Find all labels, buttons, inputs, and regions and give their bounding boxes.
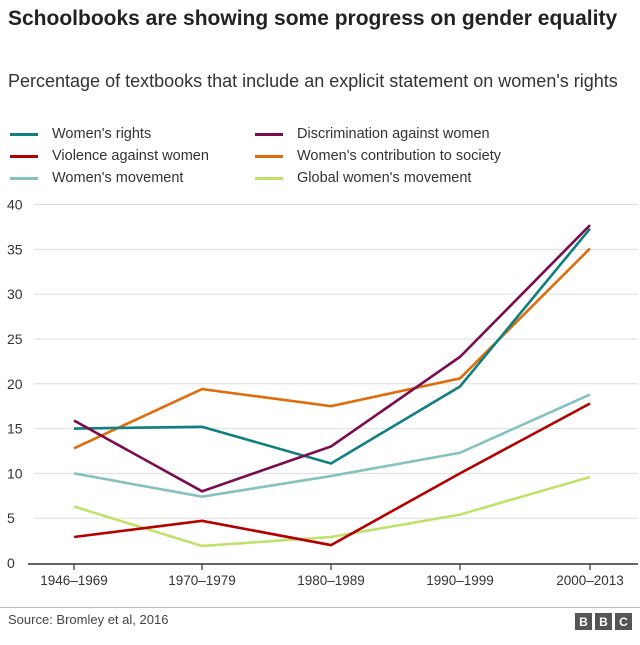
series-line [73, 247, 591, 450]
series-line [73, 227, 592, 465]
legend-swatch [255, 154, 283, 158]
series-line [73, 224, 591, 493]
series-line [73, 393, 591, 498]
chart-subtitle: Percentage of textbooks that include an … [8, 71, 618, 91]
x-tick-label: 1990–1999 [426, 573, 494, 588]
chart-title: Schoolbooks are showing some progress on… [8, 7, 618, 30]
y-tick-label: 15 [7, 421, 23, 437]
x-tick-label: 2000–2013 [556, 573, 624, 588]
legend-swatch [10, 154, 38, 158]
legend-swatch [255, 132, 283, 136]
legend-label: Global women's movement [297, 170, 472, 186]
y-tick-label: 25 [7, 331, 23, 347]
y-tick-label: 40 [7, 197, 23, 213]
legend-swatch [10, 176, 38, 180]
x-tick-label: 1946–1969 [40, 573, 108, 588]
legend-label: Violence against women [52, 148, 209, 164]
legend-item: Violence against women [10, 148, 209, 164]
y-tick-label: 30 [7, 286, 23, 302]
y-tick-label: 20 [7, 376, 23, 392]
series-line [73, 402, 591, 547]
legend-label: Women's rights [52, 126, 152, 142]
legend-item: Women's rights [10, 126, 151, 142]
x-tick-label: 1970–1979 [168, 573, 236, 588]
legend-label: Discrimination against women [297, 126, 490, 142]
legend-label: Women's contribution to society [297, 148, 501, 164]
series-line [73, 475, 591, 548]
legend-item: Global women's movement [255, 170, 471, 186]
legend-item: Women's contribution to society [255, 148, 501, 164]
source-note: Source: Bromley et al, 2016 [8, 612, 169, 627]
legend-item: Discrimination against women [255, 126, 490, 142]
x-tick-label: 1980–1989 [297, 573, 365, 588]
legend-item: Women's movement [10, 170, 183, 186]
legend-swatch [10, 132, 38, 136]
y-tick-label: 5 [7, 510, 15, 526]
y-tick-label: 0 [7, 555, 15, 571]
legend-label: Women's movement [52, 170, 184, 186]
y-tick-label: 10 [7, 465, 23, 481]
footer-divider [0, 607, 640, 608]
y-tick-label: 35 [7, 241, 23, 257]
legend-swatch [255, 176, 283, 180]
